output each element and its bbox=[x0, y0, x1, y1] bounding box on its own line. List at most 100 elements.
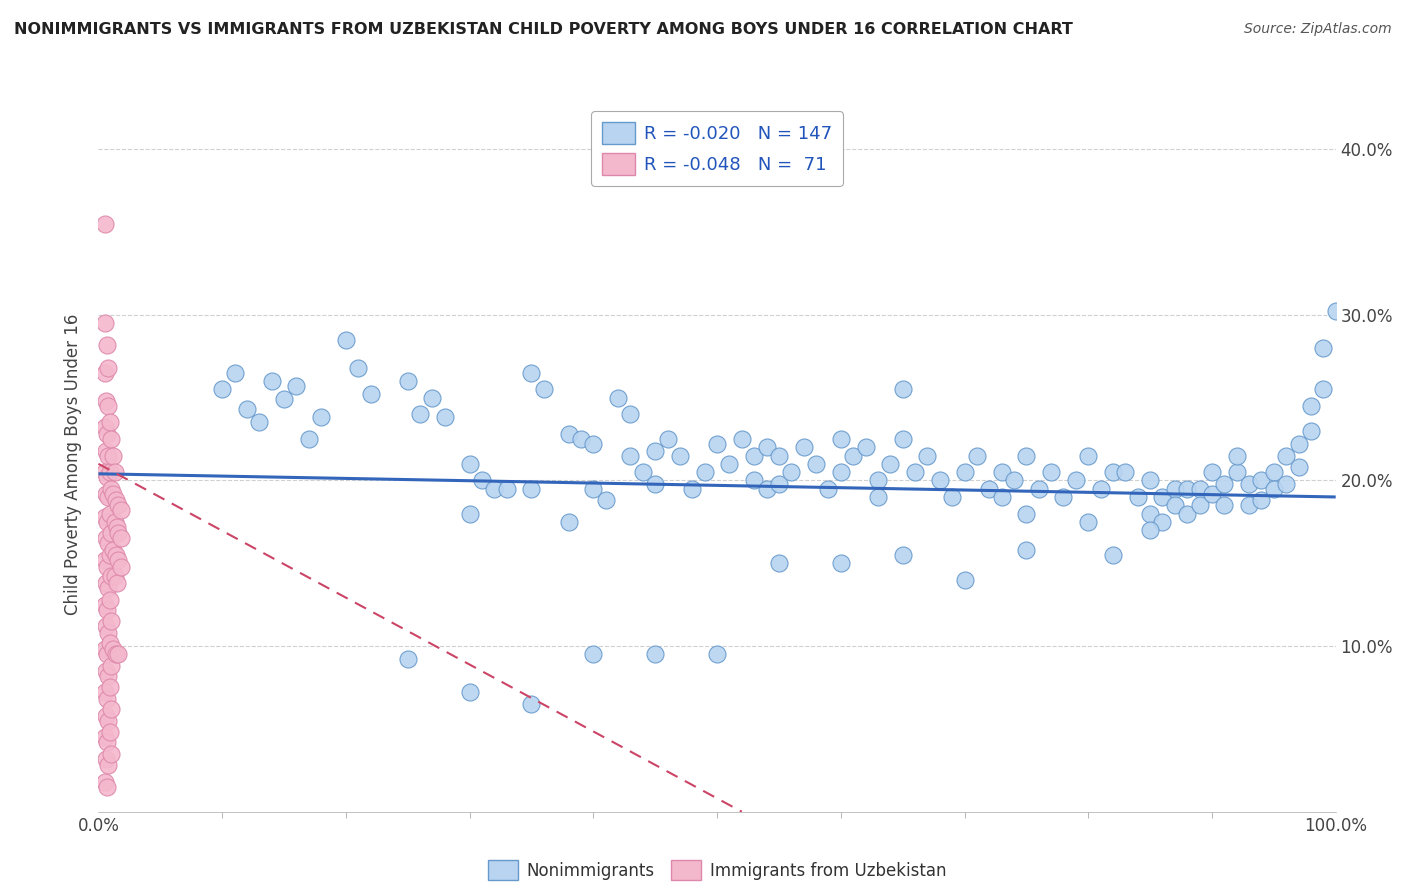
Point bbox=[755, 482, 778, 496]
Point bbox=[1201, 465, 1223, 479]
Point bbox=[619, 449, 641, 463]
Point bbox=[96, 337, 118, 351]
Point bbox=[93, 217, 115, 231]
Point bbox=[1102, 548, 1125, 562]
Point bbox=[657, 432, 679, 446]
Point bbox=[1201, 486, 1223, 500]
Point bbox=[104, 548, 127, 562]
Point bbox=[1040, 465, 1063, 479]
Point bbox=[1263, 482, 1285, 496]
Point bbox=[1288, 437, 1310, 451]
Point bbox=[110, 503, 132, 517]
Point bbox=[247, 416, 270, 430]
Point bbox=[360, 387, 382, 401]
Point bbox=[817, 482, 839, 496]
Point bbox=[1015, 507, 1038, 521]
Legend: Nonimmigrants, Immigrants from Uzbekistan: Nonimmigrants, Immigrants from Uzbekista… bbox=[481, 854, 953, 887]
Point bbox=[97, 714, 120, 728]
Point bbox=[105, 520, 128, 534]
Point bbox=[97, 490, 120, 504]
Point bbox=[103, 642, 125, 657]
Point bbox=[335, 333, 357, 347]
Point bbox=[285, 379, 308, 393]
Point bbox=[990, 490, 1012, 504]
Point bbox=[1312, 382, 1334, 396]
Point bbox=[1090, 482, 1112, 496]
Y-axis label: Child Poverty Among Boys Under 16: Child Poverty Among Boys Under 16 bbox=[65, 313, 83, 615]
Point bbox=[98, 681, 121, 695]
Point bbox=[433, 410, 456, 425]
Point bbox=[1077, 449, 1099, 463]
Point bbox=[1275, 476, 1298, 491]
Point bbox=[100, 526, 122, 541]
Point bbox=[582, 482, 605, 496]
Point bbox=[1188, 482, 1211, 496]
Point bbox=[93, 316, 115, 330]
Point bbox=[422, 391, 444, 405]
Point bbox=[1226, 449, 1249, 463]
Point bbox=[458, 507, 481, 521]
Point bbox=[100, 569, 122, 583]
Point bbox=[681, 482, 703, 496]
Point bbox=[103, 465, 125, 479]
Point bbox=[866, 474, 889, 488]
Point bbox=[98, 548, 121, 562]
Point bbox=[879, 457, 901, 471]
Point bbox=[105, 576, 128, 591]
Point bbox=[891, 432, 914, 446]
Point bbox=[1175, 507, 1198, 521]
Point bbox=[94, 532, 117, 546]
Point bbox=[107, 553, 129, 567]
Point bbox=[953, 573, 976, 587]
Point bbox=[1152, 515, 1174, 529]
Point bbox=[103, 515, 125, 529]
Point bbox=[1015, 449, 1038, 463]
Point bbox=[1164, 482, 1187, 496]
Point bbox=[94, 443, 117, 458]
Point bbox=[533, 382, 555, 396]
Point bbox=[928, 474, 950, 488]
Point bbox=[866, 490, 889, 504]
Point bbox=[97, 536, 120, 550]
Point bbox=[706, 437, 728, 451]
Point bbox=[953, 465, 976, 479]
Point bbox=[98, 592, 121, 607]
Point bbox=[830, 465, 852, 479]
Point bbox=[1226, 465, 1249, 479]
Point bbox=[100, 614, 122, 628]
Point bbox=[830, 432, 852, 446]
Point bbox=[941, 490, 963, 504]
Point bbox=[1250, 493, 1272, 508]
Point bbox=[1299, 424, 1322, 438]
Point bbox=[768, 556, 790, 570]
Point bbox=[396, 652, 419, 666]
Point bbox=[93, 465, 115, 479]
Point bbox=[917, 449, 939, 463]
Point bbox=[706, 648, 728, 662]
Point bbox=[96, 735, 118, 749]
Point bbox=[569, 432, 592, 446]
Point bbox=[520, 366, 543, 380]
Point bbox=[557, 515, 579, 529]
Point bbox=[93, 775, 115, 789]
Point bbox=[93, 420, 115, 434]
Point bbox=[1064, 474, 1087, 488]
Point bbox=[830, 556, 852, 570]
Point bbox=[669, 449, 692, 463]
Point bbox=[768, 449, 790, 463]
Point bbox=[557, 427, 579, 442]
Point bbox=[104, 648, 127, 662]
Point bbox=[644, 648, 666, 662]
Point bbox=[103, 449, 125, 463]
Point bbox=[1152, 490, 1174, 504]
Point bbox=[619, 407, 641, 421]
Point bbox=[93, 642, 115, 657]
Point bbox=[731, 432, 754, 446]
Point bbox=[855, 440, 877, 454]
Point bbox=[97, 399, 120, 413]
Point bbox=[1188, 498, 1211, 512]
Point bbox=[631, 465, 654, 479]
Point bbox=[98, 416, 121, 430]
Point bbox=[582, 648, 605, 662]
Point bbox=[1237, 476, 1260, 491]
